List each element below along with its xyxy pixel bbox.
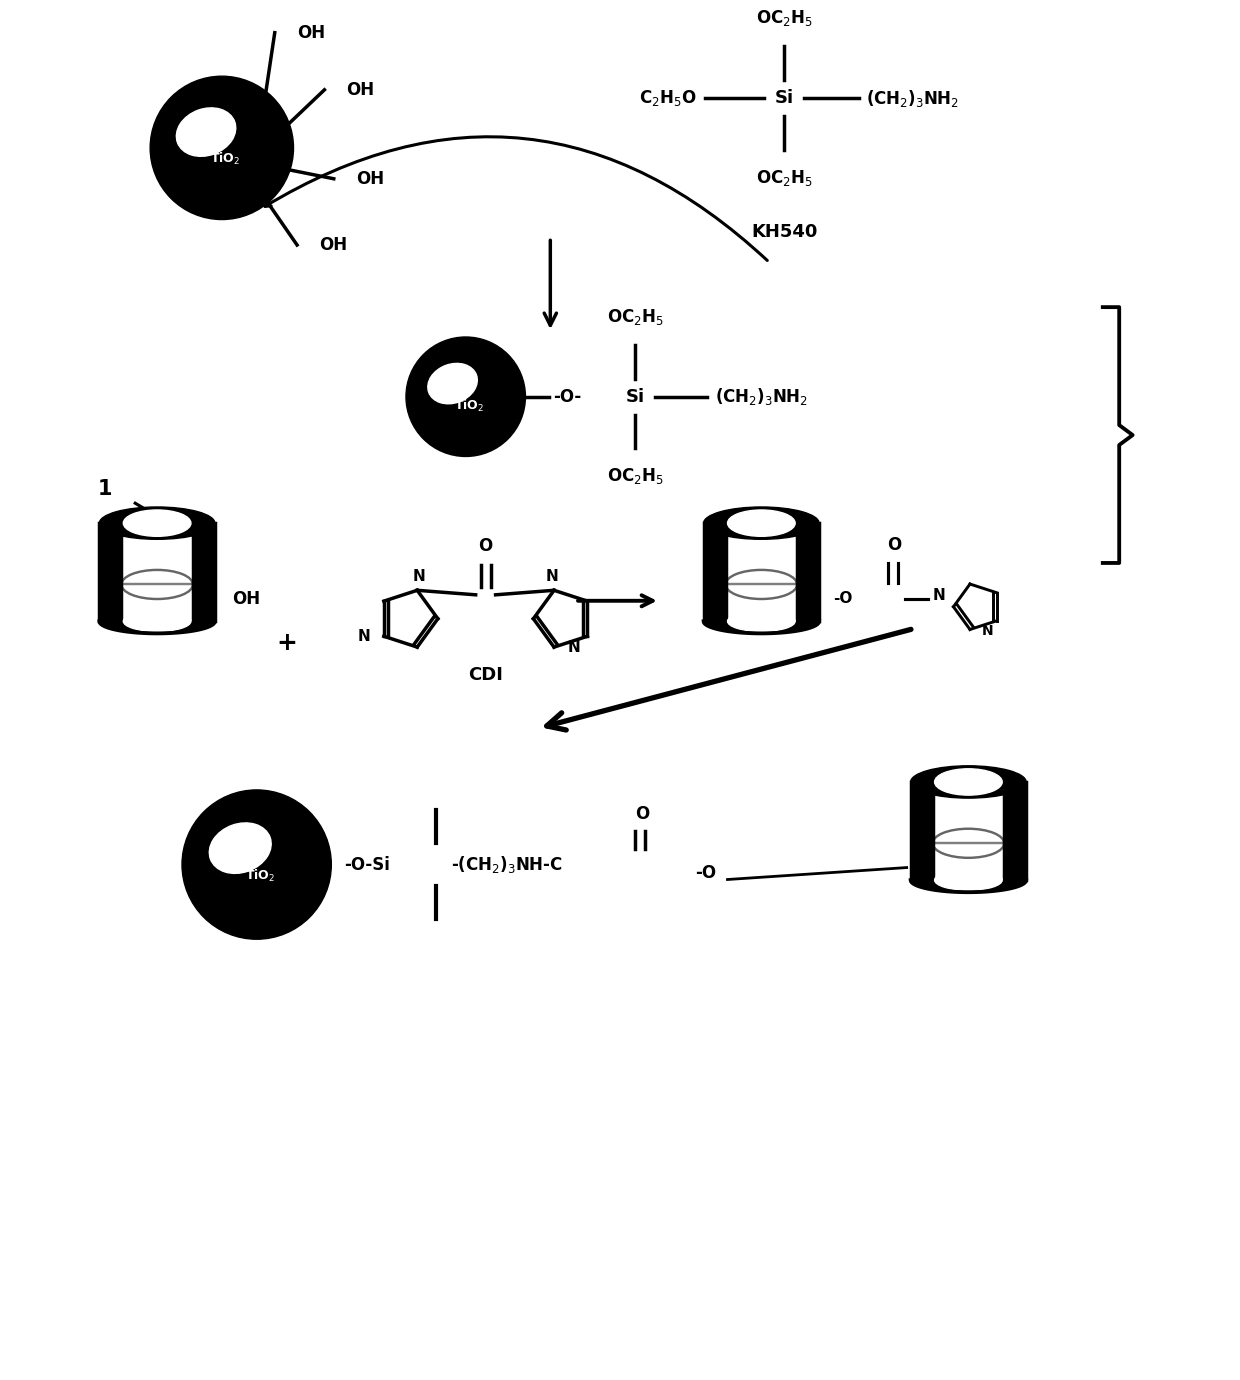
Text: N: N bbox=[568, 639, 580, 654]
Text: O: O bbox=[635, 805, 649, 822]
Text: N: N bbox=[413, 570, 425, 584]
Text: OC$_2$H$_5$: OC$_2$H$_5$ bbox=[606, 466, 663, 486]
Ellipse shape bbox=[703, 609, 820, 633]
Circle shape bbox=[405, 337, 526, 457]
Ellipse shape bbox=[123, 511, 191, 537]
Ellipse shape bbox=[910, 868, 1027, 893]
Text: O: O bbox=[888, 535, 901, 553]
Text: TiO$_2$: TiO$_2$ bbox=[211, 150, 241, 167]
Polygon shape bbox=[910, 782, 1027, 880]
Ellipse shape bbox=[910, 766, 1027, 798]
Text: TiO$_2$: TiO$_2$ bbox=[246, 868, 275, 883]
Text: N: N bbox=[932, 588, 945, 603]
Text: OH: OH bbox=[356, 170, 384, 188]
Text: -(CH$_2$)$_3$NH-C: -(CH$_2$)$_3$NH-C bbox=[451, 854, 563, 875]
Text: OC$_2$H$_5$: OC$_2$H$_5$ bbox=[756, 8, 812, 29]
Ellipse shape bbox=[176, 108, 236, 156]
Ellipse shape bbox=[935, 769, 1002, 795]
Polygon shape bbox=[99, 523, 215, 621]
Text: OH: OH bbox=[346, 81, 374, 99]
Circle shape bbox=[150, 76, 294, 219]
Text: N: N bbox=[546, 570, 558, 584]
Text: -O-Si: -O-Si bbox=[345, 856, 391, 874]
Ellipse shape bbox=[935, 869, 1002, 890]
Ellipse shape bbox=[728, 611, 795, 632]
Text: Si: Si bbox=[625, 388, 645, 406]
Text: -O: -O bbox=[694, 864, 715, 882]
Text: +: + bbox=[277, 631, 296, 654]
Text: N: N bbox=[357, 629, 370, 643]
Text: -O-: -O- bbox=[553, 388, 582, 406]
Text: Si: Si bbox=[775, 90, 794, 108]
Circle shape bbox=[182, 789, 331, 940]
Polygon shape bbox=[703, 523, 820, 621]
Text: CDI: CDI bbox=[469, 667, 503, 684]
Ellipse shape bbox=[728, 511, 795, 537]
Ellipse shape bbox=[123, 611, 191, 632]
Text: OC$_2$H$_5$: OC$_2$H$_5$ bbox=[606, 306, 663, 327]
Text: TiO$_2$: TiO$_2$ bbox=[454, 397, 484, 414]
Ellipse shape bbox=[99, 609, 215, 633]
Text: (CH$_2$)$_3$NH$_2$: (CH$_2$)$_3$NH$_2$ bbox=[866, 87, 959, 109]
Text: C$_2$H$_5$O: C$_2$H$_5$O bbox=[639, 88, 697, 108]
Text: -O: -O bbox=[833, 591, 852, 606]
Text: OH: OH bbox=[296, 23, 325, 41]
Ellipse shape bbox=[99, 506, 215, 540]
Ellipse shape bbox=[210, 822, 272, 874]
Text: OH: OH bbox=[232, 589, 260, 607]
Ellipse shape bbox=[703, 506, 820, 540]
Text: O: O bbox=[479, 537, 492, 555]
Polygon shape bbox=[932, 781, 1004, 880]
Text: OH: OH bbox=[319, 236, 347, 254]
Text: N: N bbox=[982, 625, 993, 639]
Text: OC$_2$H$_5$: OC$_2$H$_5$ bbox=[756, 168, 812, 188]
Text: KH540: KH540 bbox=[751, 224, 817, 241]
Text: 1: 1 bbox=[98, 479, 113, 500]
Text: (CH$_2$)$_3$NH$_2$: (CH$_2$)$_3$NH$_2$ bbox=[714, 386, 807, 407]
Ellipse shape bbox=[428, 363, 477, 404]
Polygon shape bbox=[122, 522, 193, 621]
Polygon shape bbox=[725, 522, 797, 621]
